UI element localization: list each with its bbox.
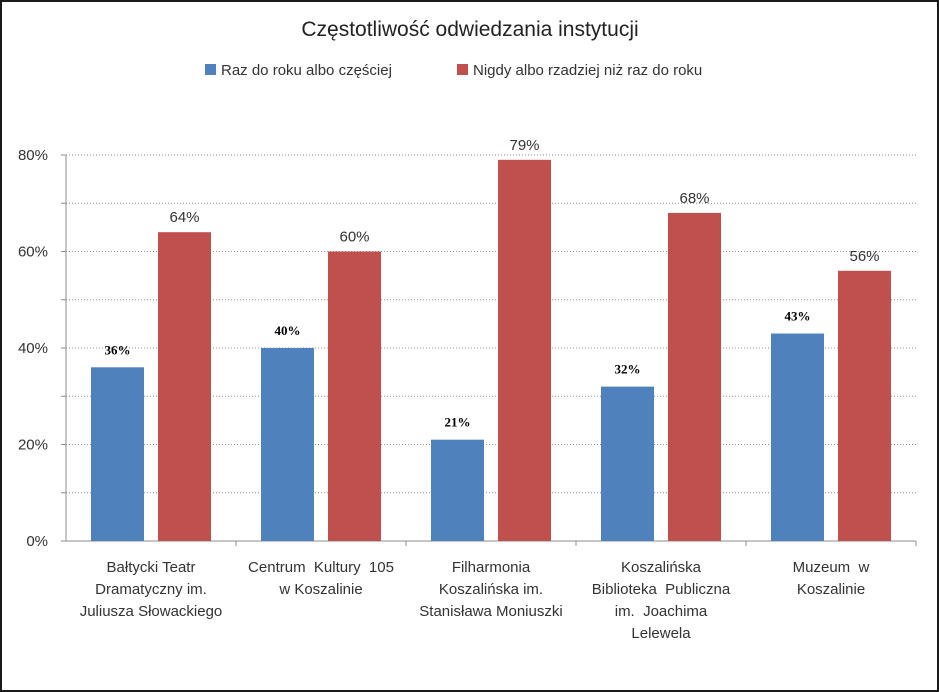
chart-title: Częstotliwość odwiedzania instytucji xyxy=(301,18,638,41)
legend: Raz do roku albo częściej Nigdy albo rza… xyxy=(205,62,702,79)
data-label-series-1: 32% xyxy=(615,362,641,377)
data-label-series-1: 36% xyxy=(105,342,131,357)
y-tick-label: 20% xyxy=(18,437,48,454)
x-category-label: Juliusza Słowackiego xyxy=(80,603,223,620)
bar-series-1 xyxy=(91,367,144,541)
data-label-series-2: 79% xyxy=(509,137,539,154)
bar-series-1 xyxy=(601,386,654,541)
x-category-label: Muzeum w xyxy=(793,559,870,576)
x-category-label: Koszalińska im. xyxy=(439,581,543,598)
data-label-series-2: 68% xyxy=(679,190,709,207)
bar-series-2 xyxy=(838,270,891,541)
bar-series-1 xyxy=(771,333,824,541)
data-label-series-1: 43% xyxy=(785,309,811,324)
x-category-label: im. Joachima xyxy=(615,603,708,620)
bar-series-2 xyxy=(498,159,551,541)
legend-swatch-series-1 xyxy=(205,64,216,75)
legend-label-series-2: Nigdy albo rzadziej niż raz do roku xyxy=(473,62,702,79)
y-tick-label: 40% xyxy=(18,340,48,357)
legend-swatch-series-2 xyxy=(457,64,468,75)
x-category-label: Dramatyczny im. xyxy=(95,581,207,598)
y-tick-label: 80% xyxy=(18,147,48,164)
x-category-label: w Koszalinie xyxy=(278,581,362,598)
x-category-label: Filharmonia xyxy=(452,559,531,576)
data-label-series-2: 60% xyxy=(339,229,369,246)
x-category-label: Koszalińska xyxy=(621,559,702,576)
data-label-series-2: 56% xyxy=(849,248,879,265)
x-category-label: Centrum Kultury 105 xyxy=(248,559,394,576)
legend-label-series-1: Raz do roku albo częściej xyxy=(221,62,392,79)
data-label-series-2: 64% xyxy=(169,209,199,226)
x-category-label: Stanisława Moniuszki xyxy=(419,603,562,620)
bar-series-1 xyxy=(431,439,484,541)
x-category-label: Biblioteka Publiczna xyxy=(592,581,731,598)
data-label-series-1: 21% xyxy=(445,415,471,430)
bar-series-2 xyxy=(158,232,211,541)
bar-series-2 xyxy=(328,251,381,541)
bar-series-2 xyxy=(668,212,721,541)
y-tick-label: 0% xyxy=(26,533,48,550)
bar-series-1 xyxy=(261,348,314,541)
x-category-label: Koszalinie xyxy=(797,581,865,598)
data-label-series-1: 40% xyxy=(275,323,301,338)
y-tick-label: 60% xyxy=(18,244,48,261)
x-category-label: Bałtycki Teatr xyxy=(107,559,196,576)
x-category-label: Lelewela xyxy=(631,625,691,642)
